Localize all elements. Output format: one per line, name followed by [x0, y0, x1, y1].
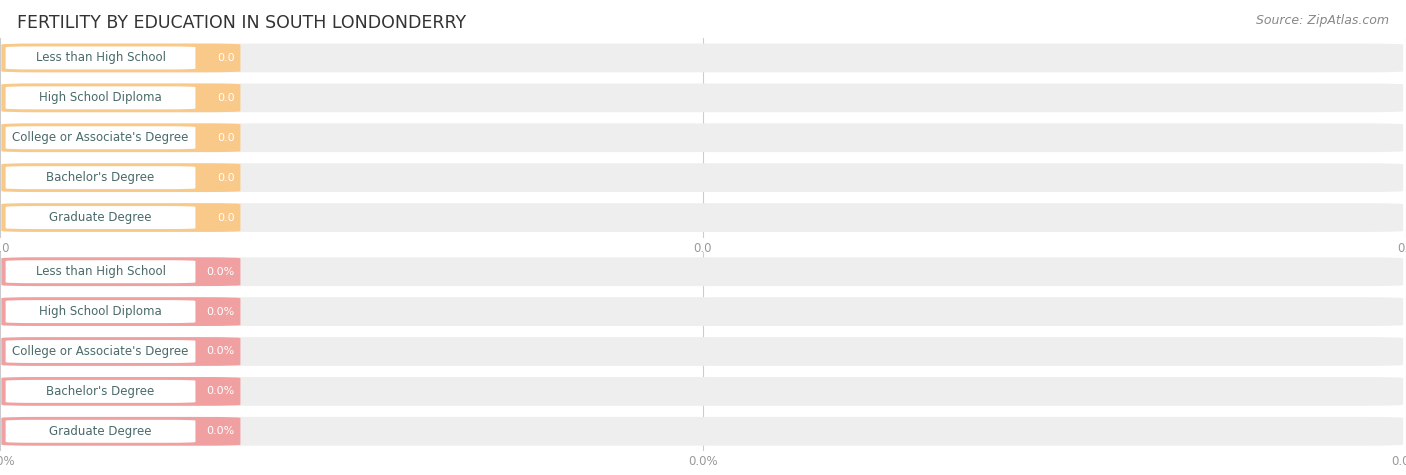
- Text: 0.0%: 0.0%: [207, 346, 235, 357]
- FancyBboxPatch shape: [1, 337, 240, 366]
- FancyBboxPatch shape: [6, 86, 195, 109]
- Text: High School Diploma: High School Diploma: [39, 91, 162, 104]
- FancyBboxPatch shape: [1, 417, 1403, 446]
- FancyBboxPatch shape: [1, 337, 1403, 366]
- FancyBboxPatch shape: [1, 163, 1403, 192]
- FancyBboxPatch shape: [1, 44, 240, 72]
- FancyBboxPatch shape: [1, 297, 1403, 326]
- Text: Bachelor's Degree: Bachelor's Degree: [46, 385, 155, 398]
- Text: Graduate Degree: Graduate Degree: [49, 211, 152, 224]
- Text: 0.0%: 0.0%: [207, 306, 235, 317]
- FancyBboxPatch shape: [1, 257, 1403, 286]
- Text: Less than High School: Less than High School: [35, 51, 166, 65]
- FancyBboxPatch shape: [1, 417, 240, 446]
- FancyBboxPatch shape: [6, 260, 195, 283]
- Text: 0.0%: 0.0%: [207, 426, 235, 437]
- Text: 0.0: 0.0: [217, 133, 235, 143]
- FancyBboxPatch shape: [1, 377, 1403, 406]
- Text: College or Associate's Degree: College or Associate's Degree: [13, 131, 188, 144]
- Text: Bachelor's Degree: Bachelor's Degree: [46, 171, 155, 184]
- Text: Graduate Degree: Graduate Degree: [49, 425, 152, 438]
- FancyBboxPatch shape: [1, 203, 1403, 232]
- FancyBboxPatch shape: [6, 47, 195, 69]
- FancyBboxPatch shape: [6, 380, 195, 403]
- FancyBboxPatch shape: [6, 166, 195, 189]
- FancyBboxPatch shape: [6, 420, 195, 443]
- Text: 0.0%: 0.0%: [207, 386, 235, 397]
- FancyBboxPatch shape: [6, 206, 195, 229]
- Text: College or Associate's Degree: College or Associate's Degree: [13, 345, 188, 358]
- FancyBboxPatch shape: [1, 84, 240, 112]
- FancyBboxPatch shape: [6, 300, 195, 323]
- FancyBboxPatch shape: [1, 257, 240, 286]
- Text: 0.0: 0.0: [217, 93, 235, 103]
- Text: High School Diploma: High School Diploma: [39, 305, 162, 318]
- FancyBboxPatch shape: [1, 297, 240, 326]
- FancyBboxPatch shape: [1, 44, 1403, 72]
- FancyBboxPatch shape: [1, 377, 240, 406]
- FancyBboxPatch shape: [1, 84, 1403, 112]
- Text: Less than High School: Less than High School: [35, 265, 166, 278]
- Text: 0.0: 0.0: [217, 53, 235, 63]
- FancyBboxPatch shape: [6, 126, 195, 149]
- FancyBboxPatch shape: [1, 124, 240, 152]
- Text: Source: ZipAtlas.com: Source: ZipAtlas.com: [1256, 14, 1389, 27]
- FancyBboxPatch shape: [1, 163, 240, 192]
- Text: 0.0: 0.0: [217, 172, 235, 183]
- FancyBboxPatch shape: [6, 340, 195, 363]
- FancyBboxPatch shape: [1, 203, 240, 232]
- Text: 0.0: 0.0: [217, 212, 235, 223]
- Text: 0.0%: 0.0%: [207, 266, 235, 277]
- Text: FERTILITY BY EDUCATION IN SOUTH LONDONDERRY: FERTILITY BY EDUCATION IN SOUTH LONDONDE…: [17, 14, 465, 32]
- FancyBboxPatch shape: [1, 124, 1403, 152]
